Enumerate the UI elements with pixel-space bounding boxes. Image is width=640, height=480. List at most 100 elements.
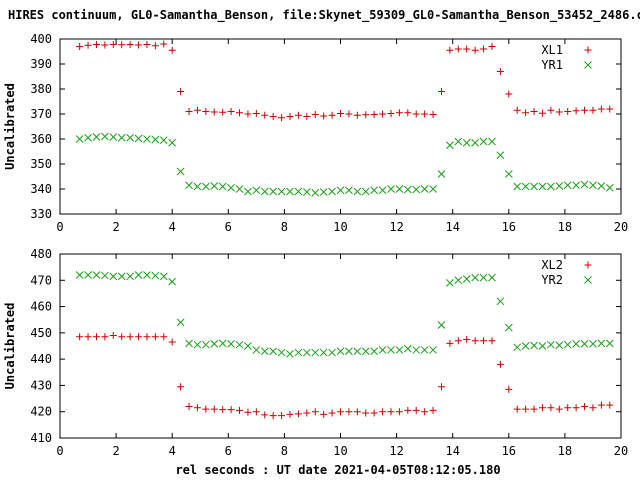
data-point xyxy=(488,137,496,146)
data-point xyxy=(109,133,118,141)
data-point xyxy=(252,186,261,195)
data-point xyxy=(160,40,168,48)
data-point xyxy=(328,409,336,417)
data-point xyxy=(134,271,143,279)
data-point xyxy=(370,186,379,195)
data-point xyxy=(437,383,445,391)
data-point xyxy=(580,180,589,189)
data-point xyxy=(504,170,513,178)
data-point xyxy=(311,188,320,197)
data-point xyxy=(412,110,420,118)
data-point xyxy=(118,333,126,341)
y-tick-label: 460 xyxy=(30,300,52,314)
chart-title: HIRES continuum, GL0-Samantha_Benson, fi… xyxy=(8,8,640,23)
legend-marker xyxy=(584,261,592,269)
data-point xyxy=(84,333,92,341)
data-point xyxy=(177,88,185,95)
data-point xyxy=(597,105,605,113)
data-point xyxy=(218,339,227,348)
data-point xyxy=(480,337,488,345)
series-YR1 xyxy=(75,132,614,197)
data-point xyxy=(143,271,151,279)
data-point xyxy=(404,406,412,414)
data-point xyxy=(606,401,614,409)
legend-marker xyxy=(584,46,592,54)
data-point xyxy=(244,342,252,350)
data-point xyxy=(437,88,445,95)
data-point xyxy=(454,337,462,345)
data-point xyxy=(521,342,530,350)
data-point xyxy=(320,112,328,120)
data-point xyxy=(151,271,160,280)
data-point xyxy=(126,272,134,281)
data-point xyxy=(193,106,201,114)
data-point xyxy=(378,186,387,195)
data-point xyxy=(462,138,471,147)
data-point xyxy=(269,347,278,356)
x-tick-label: 10 xyxy=(333,444,347,458)
data-point xyxy=(244,110,252,118)
data-point xyxy=(513,405,521,413)
y-tick-label: 450 xyxy=(30,326,52,340)
data-point xyxy=(581,402,589,410)
data-point xyxy=(109,272,118,281)
data-point xyxy=(479,137,488,146)
data-point xyxy=(412,406,420,414)
data-point xyxy=(101,271,109,280)
data-point xyxy=(319,348,328,357)
data-point xyxy=(454,45,462,53)
data-point xyxy=(236,109,244,117)
data-point xyxy=(379,110,387,118)
data-point xyxy=(463,45,471,53)
data-point xyxy=(362,111,370,119)
data-point xyxy=(538,182,547,191)
data-point xyxy=(92,41,100,48)
data-point xyxy=(404,109,412,117)
data-point xyxy=(420,185,429,193)
data-point xyxy=(294,187,303,196)
data-point xyxy=(252,408,260,416)
data-point xyxy=(168,138,177,147)
y-tick-label: 410 xyxy=(30,431,52,445)
data-point xyxy=(185,181,193,190)
y-axis-label: Uncalibrated xyxy=(3,83,17,170)
data-point xyxy=(547,340,555,349)
data-point xyxy=(370,347,379,356)
data-point xyxy=(446,339,454,347)
data-point xyxy=(521,182,530,191)
legend-marker xyxy=(584,61,592,69)
data-point xyxy=(235,340,244,349)
data-point xyxy=(522,405,530,413)
data-point xyxy=(505,90,513,98)
data-point xyxy=(429,111,437,118)
data-point xyxy=(589,106,597,114)
x-tick-label: 16 xyxy=(502,220,516,234)
data-point xyxy=(328,187,336,196)
data-point xyxy=(303,409,311,417)
data-point xyxy=(580,340,589,348)
data-point xyxy=(302,188,311,196)
data-point xyxy=(126,41,134,48)
data-point xyxy=(151,333,159,341)
data-point xyxy=(403,344,412,353)
panel-bottom: 0 2 4 6 8 10 12 14 16 18 20 410 420 430 440 450 460 470 48… xyxy=(3,247,628,458)
data-point xyxy=(303,113,311,120)
legend-label: YR1 xyxy=(541,58,563,72)
y-tick-label: 420 xyxy=(30,405,52,419)
data-point xyxy=(589,404,597,412)
data-point xyxy=(134,134,143,143)
data-point xyxy=(286,113,294,120)
legend-label: XL2 xyxy=(541,258,563,272)
data-point xyxy=(210,340,219,348)
data-point xyxy=(311,348,320,357)
series-YR2 xyxy=(75,271,614,358)
data-point xyxy=(135,41,143,49)
data-point xyxy=(109,41,117,48)
data-point xyxy=(294,348,303,357)
y-tick-label: 370 xyxy=(30,107,52,121)
data-point xyxy=(496,68,504,75)
legend-marker xyxy=(584,276,592,284)
data-point xyxy=(278,114,286,122)
data-point xyxy=(496,360,504,368)
